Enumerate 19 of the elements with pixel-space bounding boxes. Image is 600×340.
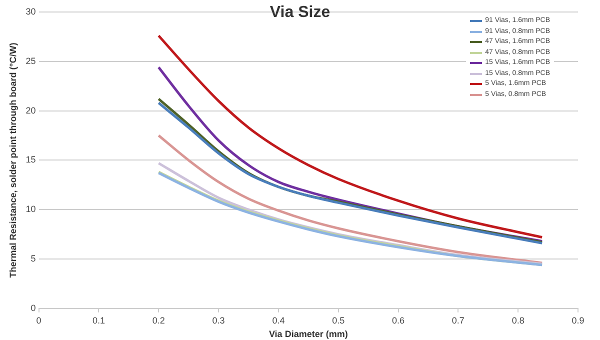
x-tick-label: 0.2 bbox=[152, 315, 165, 326]
chart-title: Via Size bbox=[270, 4, 330, 21]
x-tick-label: 0.7 bbox=[452, 315, 464, 326]
x-tick-label: 0.4 bbox=[272, 315, 285, 326]
y-axis-title: Thermal Resistance, solder point through board (°C/W) bbox=[8, 42, 18, 278]
y-tick-label: 15 bbox=[26, 154, 36, 165]
x-tick-label: 0.6 bbox=[392, 315, 405, 326]
x-tick-label: 0.1 bbox=[92, 315, 105, 326]
x-axis-title: Via Diameter (mm) bbox=[268, 329, 348, 340]
x-tick-label: 0.8 bbox=[512, 315, 524, 326]
y-tick-label: 20 bbox=[26, 105, 36, 116]
x-tick-label: 0.9 bbox=[572, 315, 584, 326]
y-tick-label: 25 bbox=[26, 56, 36, 66]
y-tick-label: 0 bbox=[30, 302, 36, 313]
y-tick-label: 10 bbox=[26, 204, 36, 214]
y-tick-label: 5 bbox=[30, 253, 36, 264]
x-tick-label: 0.3 bbox=[212, 315, 225, 326]
x-tick-label: 0.5 bbox=[332, 315, 345, 326]
y-tick-label: 30 bbox=[26, 6, 36, 16]
